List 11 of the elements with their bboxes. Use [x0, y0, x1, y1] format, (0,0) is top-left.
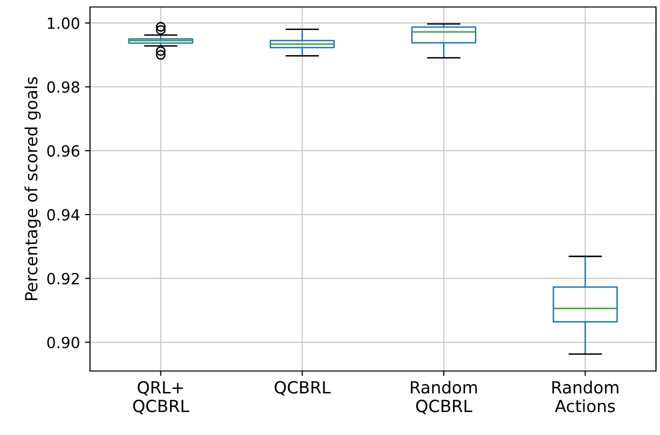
y-axis-title: Percentage of scored goals [24, 77, 41, 300]
y-tick-label: 0.92 [47, 272, 79, 284]
x-tick-label: QRL+ QCBRL [133, 381, 190, 414]
y-tick-label: 1.00 [48, 17, 80, 29]
y-tick-label: 0.90 [47, 336, 80, 348]
x-tick-label: Random QCBRL [410, 380, 477, 414]
y-tick-label: 0.96 [47, 145, 80, 157]
x-tick-label: QCBRL [274, 381, 331, 396]
x-tick-label: Random Actions [552, 380, 618, 412]
y-tick-label: 0.98 [47, 81, 80, 93]
y-tick-label: 0.94 [47, 209, 80, 221]
